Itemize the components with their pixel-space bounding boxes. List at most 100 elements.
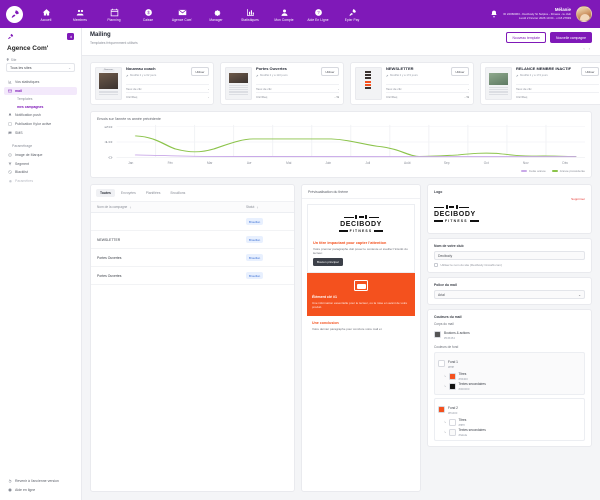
nav-item-membres[interactable]: Membres [63, 6, 97, 22]
site-value: Tous les sites [10, 65, 32, 70]
template-modified-text: Modifié il y a 174 jours [520, 73, 548, 78]
template-stat-row: Clic/Req - % [386, 92, 469, 100]
tab-toutes[interactable]: Toutes [96, 189, 115, 197]
body-colors-label: Corps du mail [434, 322, 454, 326]
color-swatch[interactable] [449, 428, 457, 436]
sidebar-item-parametres[interactable]: Paramètres [4, 177, 77, 186]
legend-label: Année précédente [559, 169, 585, 173]
color-swatch[interactable] [449, 372, 457, 380]
color-row-fond1[interactable]: Fond 1 #ffffff [438, 356, 581, 371]
color-swatch[interactable] [438, 360, 445, 367]
color-row-fond1-textes[interactable]: ↳ Textes secondaires #000000 [438, 381, 581, 391]
sidebar-subitem-mes-campagnes[interactable]: mes campagnes [4, 103, 77, 111]
template-name: Portes Ouvertes [256, 66, 287, 71]
tab-planifiees[interactable]: Planifiées [145, 191, 161, 195]
preview-primary-button[interactable]: Bouton principal [313, 258, 343, 267]
color-swatch[interactable] [449, 418, 457, 426]
column-header-name[interactable]: Nom de la campagne [97, 205, 246, 209]
pager-prev-button[interactable]: ‹ [583, 46, 585, 51]
use-template-button[interactable]: Utiliser [190, 67, 209, 76]
template-card[interactable]: Nouveau Nouveau coach Modifié il y a 62 … [90, 62, 214, 105]
sidebar-item-publication-kylor[interactable]: Publication Kylor active [4, 120, 77, 129]
user-info[interactable]: Mélanie ID 22060063 - Decibody St Sulpic… [503, 7, 571, 21]
column-header-status[interactable]: Statut [246, 205, 288, 209]
sidebar-item-sms[interactable]: SMS [4, 128, 77, 137]
brand-rocket-icon[interactable] [6, 5, 23, 23]
person-icon [280, 8, 289, 17]
sidebar-item-vos-statistiques[interactable]: Vos statistiques [4, 78, 77, 87]
logo-sub-text: FITNESS [349, 229, 373, 233]
font-value: Arial [438, 292, 445, 297]
table-row[interactable]: NEWSLETTER Brouillon [91, 231, 294, 249]
table-row[interactable]: Portes Ouvertes Brouillon [91, 267, 294, 285]
nav-item-agence-com[interactable]: Agence Com' [165, 6, 199, 22]
notifications-bell-icon[interactable] [490, 10, 498, 19]
nav-item-caisse[interactable]: $ Caisse [131, 6, 165, 22]
color-row-fond1-titres[interactable]: ↳ Titres #ff4400 [438, 371, 581, 381]
color-row-fond2-titres[interactable]: ↳ Titres #ffffff [438, 417, 581, 427]
club-name-input[interactable]: Decibody [434, 251, 585, 260]
color-row-fond2[interactable]: Fond 2 #ff4400 [438, 402, 581, 417]
table-row[interactable]: Portes Ouvertes Brouillon [91, 249, 294, 267]
nav-item-planning[interactable]: Planning [97, 6, 131, 22]
chart-x-labels: Jan Fév Mar Avr Mai Juin Juil Août Sep O… [97, 161, 585, 165]
sidebar-item-mail[interactable]: mail [4, 86, 77, 96]
sidebar-item-blacklist[interactable]: Blacklist [4, 168, 77, 177]
site-select[interactable]: Tous les sites ⌄ [6, 63, 75, 72]
nav-label: Manager [209, 18, 223, 23]
color-hex: #ffffff [448, 364, 454, 369]
template-stat-row: Clic/Req - [126, 92, 209, 100]
bell-icon [8, 113, 12, 116]
sidebar-item-aide-en-ligne[interactable]: Aide en ligne [4, 485, 77, 494]
font-label: Police du mail [434, 283, 457, 287]
template-card[interactable]: RELANCE MEMBRE INACTIF Modifié il y a 17… [480, 62, 600, 105]
legend-item-cette-annee[interactable]: Cette année [520, 169, 546, 173]
site-picker[interactable]: Site Tous les sites ⌄ [6, 58, 75, 72]
delete-logo-button[interactable]: Supprimer [571, 197, 585, 201]
table-row[interactable]: Brouillon [91, 213, 294, 231]
nav-item-accueil[interactable]: Accueil [29, 6, 63, 22]
color-name: Titres [458, 418, 467, 422]
color-swatch[interactable] [438, 406, 445, 413]
stat-label: Taux de clic [126, 86, 142, 91]
pager-next-button[interactable]: › [588, 46, 590, 51]
tab-envoyees[interactable]: Envoyées [120, 191, 136, 195]
nav-item-epixr-pay[interactable]: Epixr Pay [335, 6, 369, 22]
new-campaign-button[interactable]: Nouvelle campagne [550, 32, 592, 43]
sidebar-item-image-de-marque[interactable]: Image de Marque [4, 151, 77, 160]
thumb-lines [489, 87, 508, 96]
top-navigation-bar: Accueil Membres Planning $ Caisse Agence… [0, 0, 600, 28]
coin-icon: $ [144, 8, 153, 17]
template-card[interactable]: NEWSLETTER Modifié il y a 174 jours Util… [350, 62, 474, 105]
use-site-name-checkbox[interactable]: Utiliser le nom du site (Decibody Crossf… [434, 263, 585, 267]
nav-item-statistiques[interactable]: Statistiques [233, 6, 267, 22]
use-template-button[interactable]: Utiliser [580, 67, 599, 76]
color-swatch[interactable] [434, 331, 441, 338]
user-session: Lundi 2 Février 2026 10:04 - v.3.8.27993 [518, 15, 571, 20]
color-swatch[interactable] [449, 382, 457, 390]
nav-item-mon-compte[interactable]: Mon Compte [267, 6, 301, 22]
template-card[interactable]: Portes Ouvertes Modifié il y a 110 jours… [220, 62, 344, 105]
sidebar-item-notification-push[interactable]: Notification push [4, 111, 77, 120]
color-row-fond2-textes[interactable]: ↳ Textes secondaires #fafafa [438, 427, 581, 437]
corner-arrow-icon: ↳ [444, 384, 447, 388]
template-cards-row: Nouveau Nouveau coach Modifié il y a 62 … [82, 56, 600, 105]
tab-brouillons[interactable]: Brouillons [170, 191, 186, 195]
use-template-button[interactable]: Utiliser [450, 67, 469, 76]
sidebar-collapse-button[interactable] [67, 33, 74, 40]
nav-item-aide-en-ligne[interactable]: ? Aide En Ligne [301, 6, 335, 22]
sidebar-item-revenir-ancienne-version[interactable]: Revenir à l'ancienne version [4, 477, 77, 486]
color-row-boutons[interactable]: Boutons & actions #545454 [434, 327, 585, 342]
nav-item-manager[interactable]: Manager [199, 6, 233, 23]
sidebar-item-segment[interactable]: Segment [4, 160, 77, 169]
font-select[interactable]: Arial ⌄ [434, 290, 585, 299]
new-template-button[interactable]: Nouveau template [506, 32, 547, 43]
use-template-button[interactable]: Utiliser [320, 67, 339, 76]
legend-item-annee-precedente[interactable]: Année précédente [551, 169, 585, 173]
sidebar-item-label: Publication Kylor active [15, 122, 52, 127]
nav-items: Accueil Membres Planning $ Caisse Agence… [29, 6, 369, 23]
sidebar-subitem-label: mes campagnes [17, 105, 44, 110]
sidebar-subitem-templates[interactable]: Templates [4, 95, 77, 103]
avatar[interactable] [576, 6, 592, 22]
x-tick: Déc [562, 161, 569, 165]
